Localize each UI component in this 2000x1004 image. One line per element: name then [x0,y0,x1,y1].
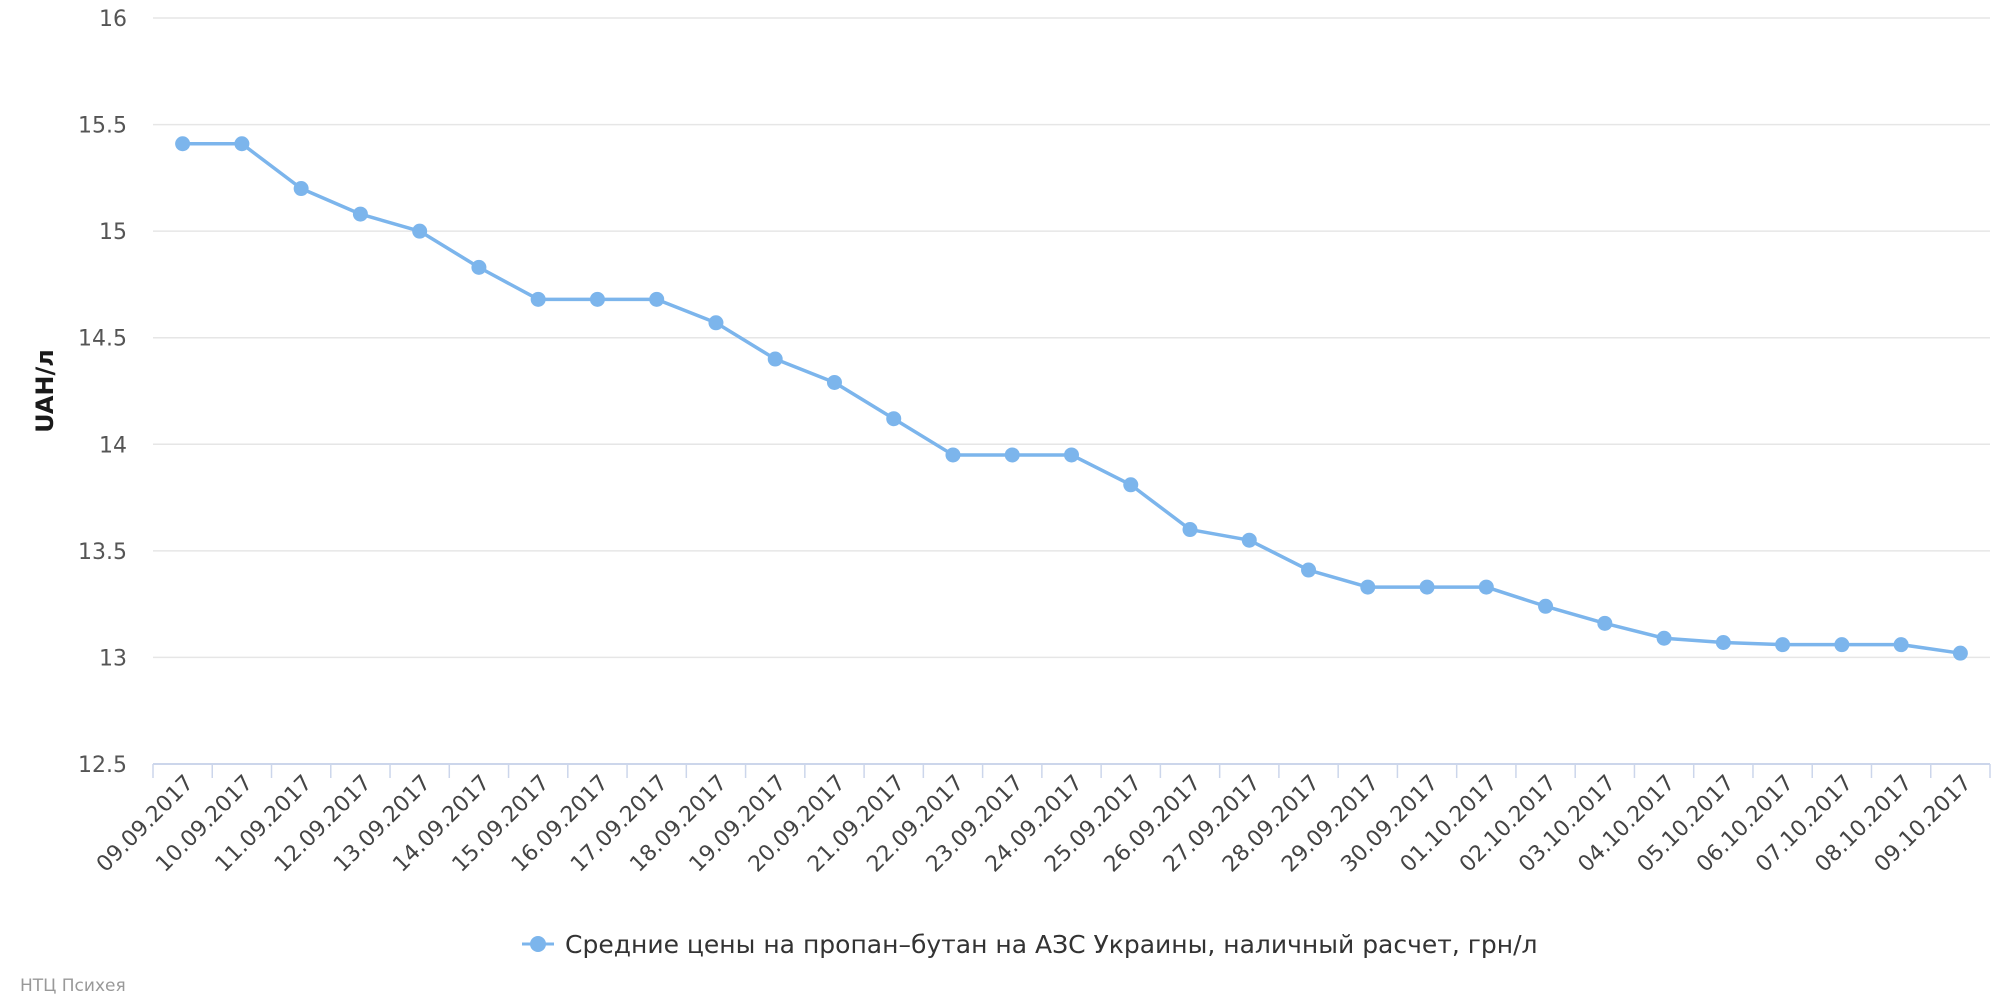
y-tick-label: 15 [99,220,127,245]
data-point [293,181,309,197]
data-point [767,351,783,367]
data-point [1952,645,1968,661]
y-axis-title: UAH/л [31,349,59,433]
legend[interactable]: Средние цены на пропан–бутан на АЗС Укра… [522,930,1538,959]
data-point [1064,447,1079,463]
data-point [1775,637,1791,653]
data-point [708,315,724,331]
y-tick-label: 14 [99,433,127,458]
data-point [412,223,428,239]
data-point [175,136,191,152]
data-point [1597,615,1613,631]
data-point [1419,579,1435,595]
data-point [471,259,487,275]
y-tick-label: 13.5 [78,540,127,565]
data-point [1656,630,1672,646]
data-point [1301,562,1317,578]
data-point [1182,522,1198,538]
data-point [1241,532,1257,548]
data-point [649,291,665,307]
y-tick-label: 16 [99,7,127,32]
credits-text[interactable]: НТЦ Психея [20,976,126,996]
series-group [175,136,1968,661]
data-point [1004,447,1020,463]
data-point [945,447,961,463]
y-tick-label: 13 [99,646,127,671]
y-tick-label: 12.5 [78,753,127,778]
data-point [1538,598,1554,614]
data-point [886,411,902,427]
data-point [234,136,250,152]
y-tick-label: 14.5 [78,327,127,352]
data-point [1478,579,1494,595]
data-point [589,291,605,307]
data-point [352,206,368,222]
legend-label: Средние цены на пропан–бутан на АЗС Укра… [565,930,1538,959]
y-axis-ticks: 12.5 13 13.5 14 14.5 15 15.5 16 [78,7,127,778]
grid-lines [153,17,1990,659]
data-point [1123,477,1139,493]
data-point [530,291,546,307]
data-point [1834,637,1850,653]
data-point [826,374,842,390]
y-tick-label: 15.5 [78,114,127,139]
data-point [1893,637,1909,653]
data-point [1360,579,1376,595]
legend-point-marker [530,936,546,952]
data-point [1715,635,1731,651]
